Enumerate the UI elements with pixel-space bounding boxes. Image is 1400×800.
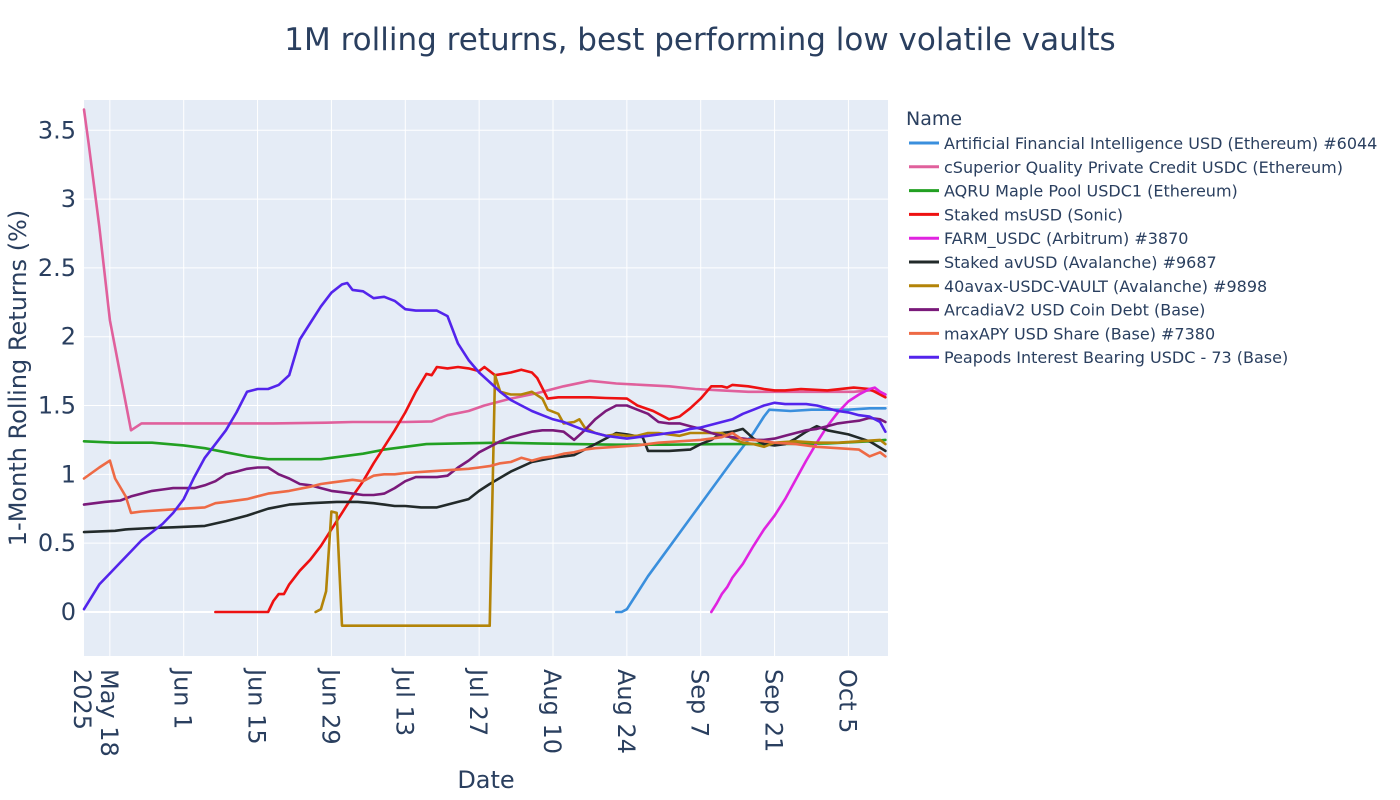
y-tick-label: 0: [61, 598, 76, 626]
legend-entry: Staked avUSD (Avalanche) #9687: [944, 253, 1217, 272]
legend-entry: Peapods Interest Bearing USDC - 73 (Base…: [944, 348, 1288, 367]
series-lines: [82, 108, 887, 628]
legend: Artificial Financial Intelligence USD (E…: [909, 134, 1377, 367]
x-gridlines: [109, 100, 849, 656]
x-tick-label: Jul 13: [390, 667, 418, 736]
series-line-5: [709, 386, 887, 614]
series-line-4: [214, 365, 887, 614]
y-tick-label: 1: [61, 460, 76, 488]
y-tick-label: 1.5: [38, 392, 76, 420]
series-line-6: [82, 424, 887, 534]
x-axis-title: Date: [457, 766, 514, 794]
y-tick-label: 3.5: [38, 116, 76, 144]
x-tick-label: Jul 27: [464, 667, 492, 736]
legend-entry: ArcadiaV2 USD Coin Debt (Base): [944, 301, 1205, 320]
x-tick-label: Sep 21: [760, 669, 788, 752]
legend-entry: maxAPY USD Share (Base) #7380: [944, 324, 1215, 343]
y-tick-label: 2: [61, 323, 76, 351]
chart-title: 1M rolling returns, best performing low …: [284, 22, 1115, 58]
y-tick-label: 0.5: [38, 529, 76, 557]
x-tick-label: Jun 1: [169, 667, 197, 729]
series-line-3: [82, 438, 887, 461]
series-line-9: [82, 431, 887, 515]
x-tick-year-label: 2025: [68, 669, 96, 730]
legend-title: Name: [906, 108, 962, 130]
y-axis-title: 1-Month Rolling Returns (%): [4, 210, 32, 546]
x-tick-label: Jun 15: [243, 667, 271, 745]
y-tick-label: 2.5: [38, 254, 76, 282]
legend-entry: FARM_USDC (Arbitrum) #3870: [944, 229, 1188, 249]
legend-entry: 40avax-USDC-VAULT (Avalanche) #9898: [944, 277, 1267, 296]
legend-entry: AQRU Maple Pool USDC1 (Ethereum): [944, 182, 1238, 201]
x-tick-label: Aug 10: [538, 669, 566, 754]
y-axis-ticks: 0 0.5 1 1.5 2 2.5 3 3.5: [38, 116, 76, 626]
x-tick-label: Oct 5: [833, 669, 861, 733]
series-line-10: [82, 281, 887, 611]
x-tick-label: Sep 7: [686, 669, 714, 737]
legend-entry: Artificial Financial Intelligence USD (E…: [944, 134, 1377, 153]
y-tick-label: 3: [61, 185, 76, 213]
legend-entry: Staked msUSD (Sonic): [944, 205, 1123, 224]
series-line-2: [82, 108, 887, 432]
x-tick-label: Aug 24: [612, 669, 640, 754]
legend-entry: cSuperior Quality Private Credit USDC (E…: [944, 158, 1343, 177]
x-tick-label: May 18: [95, 669, 123, 757]
x-tick-label: Jun 29: [316, 667, 344, 745]
